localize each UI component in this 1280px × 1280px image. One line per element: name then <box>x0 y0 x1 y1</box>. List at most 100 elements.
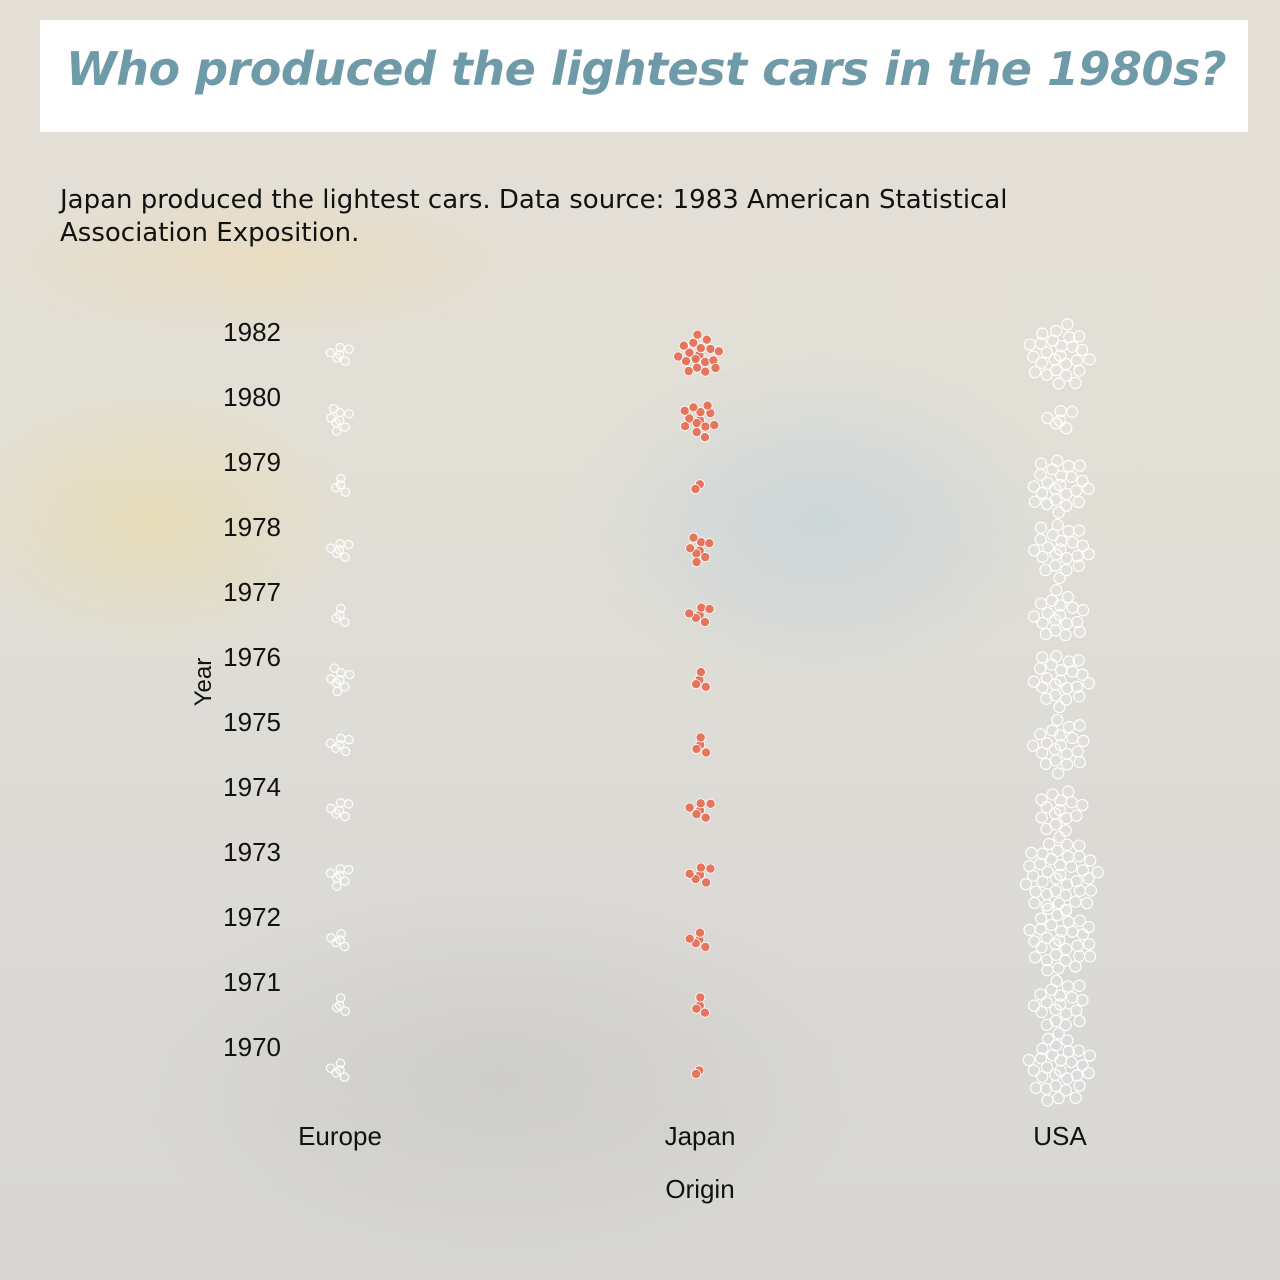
y-tick-label-1972: 1972 <box>223 902 281 932</box>
dot-japan-1980-9 <box>680 421 691 432</box>
dot-usa-1977-0 <box>1053 609 1067 622</box>
dot-europe-1974-3 <box>340 811 350 822</box>
dot-usa-1977-14 <box>1039 627 1053 641</box>
dot-usa-1972-27 <box>1041 964 1054 977</box>
dot-europe-1976-5 <box>344 669 355 680</box>
dot-usa-1975-14 <box>1039 757 1053 770</box>
dot-europe-1976-2 <box>336 668 346 678</box>
dot-japan-1976-1 <box>691 679 702 690</box>
dot-usa-1970-23 <box>1061 1034 1074 1047</box>
dot-usa-1970-16 <box>1073 1079 1086 1092</box>
dot-usa-1982-10 <box>1063 331 1076 344</box>
dot-usa-1970-18 <box>1072 1044 1085 1057</box>
dot-japan-1978-6 <box>691 557 702 568</box>
dot-japan-1982-5 <box>705 343 716 354</box>
dot-usa-1976-20 <box>1036 651 1049 664</box>
dot-usa-1971-10 <box>1061 980 1075 993</box>
dot-usa-1982-19 <box>1052 377 1065 390</box>
dot-europe-1971-3 <box>340 1006 351 1016</box>
dot-japan-1982-6 <box>692 362 703 373</box>
dot-usa-1977-5 <box>1066 601 1079 614</box>
dot-europe-1979-1 <box>331 483 341 493</box>
dot-japan-1982-7 <box>688 337 699 348</box>
dot-usa-1970-17 <box>1027 1064 1041 1077</box>
dot-usa-1982-20 <box>1036 327 1049 340</box>
dot-usa-1971-19 <box>1052 1027 1065 1040</box>
dot-usa-1971-8 <box>1070 1004 1083 1017</box>
dot-usa-1973-18 <box>1073 850 1086 863</box>
dot-usa-1978-19 <box>1053 572 1066 585</box>
dot-europe-1971-2 <box>335 993 346 1003</box>
y-tick-label-1971: 1971 <box>223 967 281 997</box>
dot-usa-1971-13 <box>1076 993 1089 1007</box>
dot-japan-1975-1 <box>691 743 702 754</box>
dot-usa-1975-13 <box>1077 734 1090 748</box>
dot-usa-1977-12 <box>1034 597 1048 610</box>
dot-usa-1972-21 <box>1082 937 1096 951</box>
title-box <box>40 20 1248 132</box>
dot-europe-1978-4 <box>325 543 336 554</box>
dot-japan-1980-7 <box>688 402 699 413</box>
dot-usa-1973-28 <box>1042 837 1056 851</box>
dot-japan-1982-13 <box>713 346 724 357</box>
dot-japan-1980-11 <box>700 432 711 443</box>
dot-usa-1970-19 <box>1052 1091 1065 1105</box>
dot-usa-1970-20 <box>1036 1042 1049 1055</box>
dot-usa-1979-14 <box>1040 497 1054 511</box>
dot-usa-1973-24 <box>1069 895 1082 908</box>
dot-japan-1974-4 <box>684 802 695 813</box>
dot-usa-1973-12 <box>1033 857 1047 871</box>
dot-usa-1973-1 <box>1049 872 1063 885</box>
dot-usa-1977-13 <box>1076 604 1090 617</box>
dot-japan-1972-4 <box>684 933 695 944</box>
dot-usa-1978-4 <box>1041 541 1055 554</box>
dot-usa-1977-11 <box>1059 628 1072 642</box>
dot-usa-1973-21 <box>1082 872 1095 885</box>
dot-usa-1978-15 <box>1051 518 1064 532</box>
dot-usa-1979-20 <box>1034 457 1048 470</box>
dot-usa-1978-10 <box>1062 525 1075 538</box>
dot-usa-1972-16 <box>1073 950 1086 963</box>
x-axis-label: Origin <box>665 1174 734 1204</box>
dot-japan-1982-15 <box>692 329 703 340</box>
dot-japan-1980-12 <box>679 405 690 416</box>
dot-usa-1980-1 <box>1049 417 1063 430</box>
dot-usa-1977-15 <box>1050 583 1063 597</box>
dot-usa-1971-11 <box>1059 1018 1072 1032</box>
dot-europe-1972-4 <box>326 933 336 943</box>
dot-japan-1980-2 <box>695 407 706 418</box>
dot-usa-1973-5 <box>1065 860 1078 873</box>
dot-usa-1975-15 <box>1051 713 1064 727</box>
data-points <box>325 318 1104 1107</box>
dot-usa-1972-6 <box>1049 948 1062 961</box>
dot-usa-1970-14 <box>1040 1082 1053 1096</box>
dot-usa-1977-10 <box>1061 590 1075 604</box>
dot-usa-1972-7 <box>1045 918 1058 932</box>
dot-usa-1982-8 <box>1070 354 1084 367</box>
dot-usa-1976-14 <box>1040 692 1053 705</box>
dot-europe-1972-3 <box>339 941 350 952</box>
dot-usa-1973-26 <box>1084 854 1097 867</box>
dot-europe-1982-5 <box>344 344 354 354</box>
dot-usa-1970-28 <box>1042 1032 1055 1046</box>
dot-japan-1982-16 <box>710 362 721 373</box>
dot-usa-1972-26 <box>1082 920 1095 934</box>
dot-japan-1978-3 <box>700 552 711 563</box>
dot-europe-1982-1 <box>332 353 342 363</box>
y-tick-label-1979: 1979 <box>223 447 281 477</box>
dot-usa-1982-14 <box>1040 368 1054 381</box>
dot-usa-1979-9 <box>1035 486 1049 500</box>
dot-europe-1978-2 <box>335 539 345 549</box>
dot-usa-1972-19 <box>1052 962 1065 975</box>
dot-usa-1970-11 <box>1059 1084 1073 1097</box>
dot-usa-1970-5 <box>1065 1055 1078 1069</box>
dot-japan-1978-5 <box>704 538 715 549</box>
dot-usa-1970-21 <box>1082 1066 1095 1080</box>
dot-europe-1970-4 <box>325 1063 336 1073</box>
dot-usa-1975-12 <box>1034 727 1047 741</box>
dot-japan-1973-4 <box>684 868 695 879</box>
dot-usa-1973-34 <box>1091 866 1104 879</box>
dot-usa-1975-3 <box>1060 747 1074 761</box>
dot-usa-1979-19 <box>1052 506 1065 519</box>
